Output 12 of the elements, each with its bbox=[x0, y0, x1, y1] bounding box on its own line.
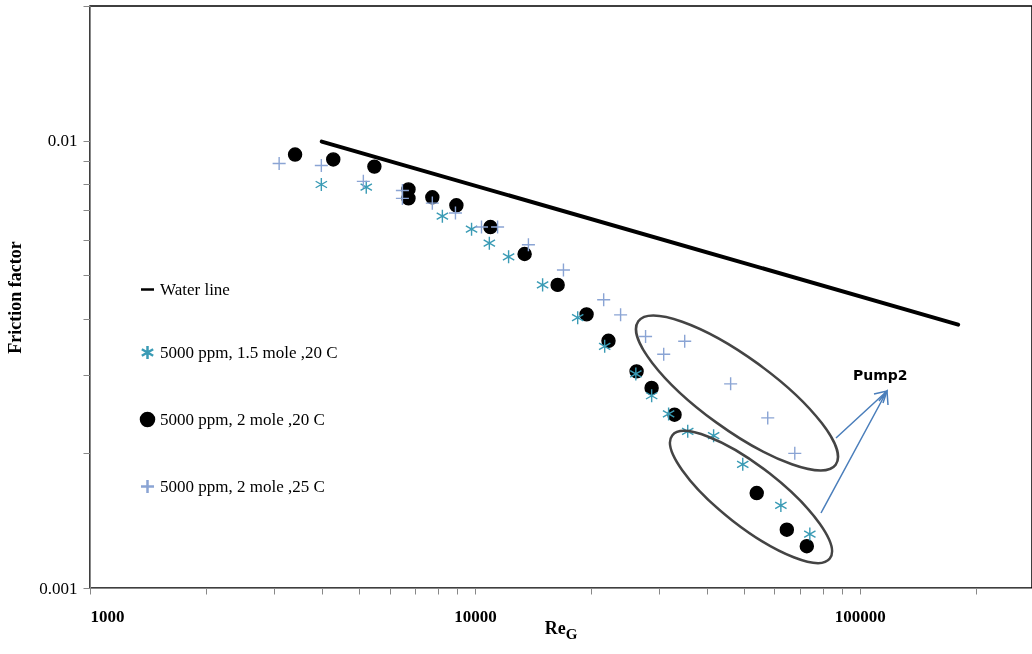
y-axis-title: Friction factor bbox=[5, 241, 26, 354]
x-axis-title: Re$_{G}$ bbox=[544, 618, 578, 642]
x-tick-label: 1000 bbox=[90, 606, 125, 626]
legend-label: 5000 ppm, 2 mole ,25 C bbox=[160, 476, 325, 496]
x-tick-label: 10000 bbox=[454, 606, 497, 626]
legend-label: Water line bbox=[160, 279, 230, 299]
legend-label: 5000 ppm, 1.5 mole ,20 C bbox=[160, 342, 338, 362]
legend-label: 5000 ppm, 2 mole ,20 C bbox=[160, 409, 325, 429]
y-tick-label: 0.001 bbox=[39, 578, 78, 598]
annotation: Pump2 bbox=[853, 367, 908, 383]
y-tick-label: 0.01 bbox=[47, 131, 78, 151]
x-tick-label: 100000 bbox=[834, 606, 886, 626]
